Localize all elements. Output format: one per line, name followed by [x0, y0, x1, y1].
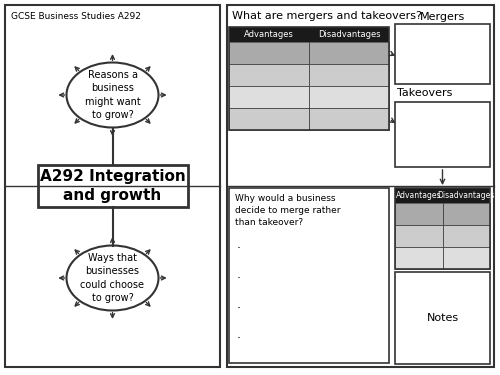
Text: Why would a business
decide to merge rather
than takeover?: Why would a business decide to merge rat… — [235, 194, 341, 226]
Bar — [229, 108, 309, 130]
Bar — [229, 64, 309, 86]
Bar — [442, 203, 490, 225]
Text: Reasons a
business
might want
to grow?: Reasons a business might want to grow? — [84, 70, 140, 120]
Bar — [227, 5, 494, 367]
Bar — [395, 247, 442, 269]
Bar — [395, 24, 490, 84]
Bar — [229, 188, 389, 363]
Text: GCSE Business Studies A292: GCSE Business Studies A292 — [11, 12, 141, 21]
Bar — [309, 108, 389, 130]
Bar — [395, 225, 442, 247]
Bar — [309, 42, 389, 64]
Bar — [229, 27, 389, 42]
Ellipse shape — [66, 246, 158, 310]
Text: What are mergers and takeovers?: What are mergers and takeovers? — [232, 11, 422, 21]
Text: Ways that
businesses
could choose
to grow?: Ways that businesses could choose to gro… — [80, 253, 144, 303]
Text: Mergers: Mergers — [420, 12, 465, 22]
Text: .: . — [237, 328, 241, 341]
Ellipse shape — [66, 63, 158, 128]
Text: .: . — [237, 268, 241, 281]
Bar — [5, 5, 220, 367]
Text: .: . — [237, 238, 241, 251]
Bar — [309, 86, 389, 108]
Text: Advantages: Advantages — [244, 30, 294, 39]
Bar — [395, 102, 490, 167]
Bar — [229, 42, 309, 64]
Bar — [38, 165, 188, 207]
Text: .: . — [237, 298, 241, 311]
Text: A292 Integration
and growth: A292 Integration and growth — [40, 169, 186, 203]
Bar — [309, 64, 389, 86]
Bar — [395, 272, 490, 364]
Text: Disadvantages: Disadvantages — [438, 191, 495, 200]
Bar — [229, 27, 389, 130]
Text: Disadvantages: Disadvantages — [318, 30, 380, 39]
Bar — [395, 188, 490, 203]
Bar — [442, 247, 490, 269]
Bar — [395, 203, 442, 225]
Bar — [442, 225, 490, 247]
Text: Takeovers: Takeovers — [397, 88, 452, 98]
Text: Advantages: Advantages — [396, 191, 442, 200]
Bar — [229, 86, 309, 108]
Text: Notes: Notes — [426, 313, 458, 323]
Bar — [395, 188, 490, 269]
